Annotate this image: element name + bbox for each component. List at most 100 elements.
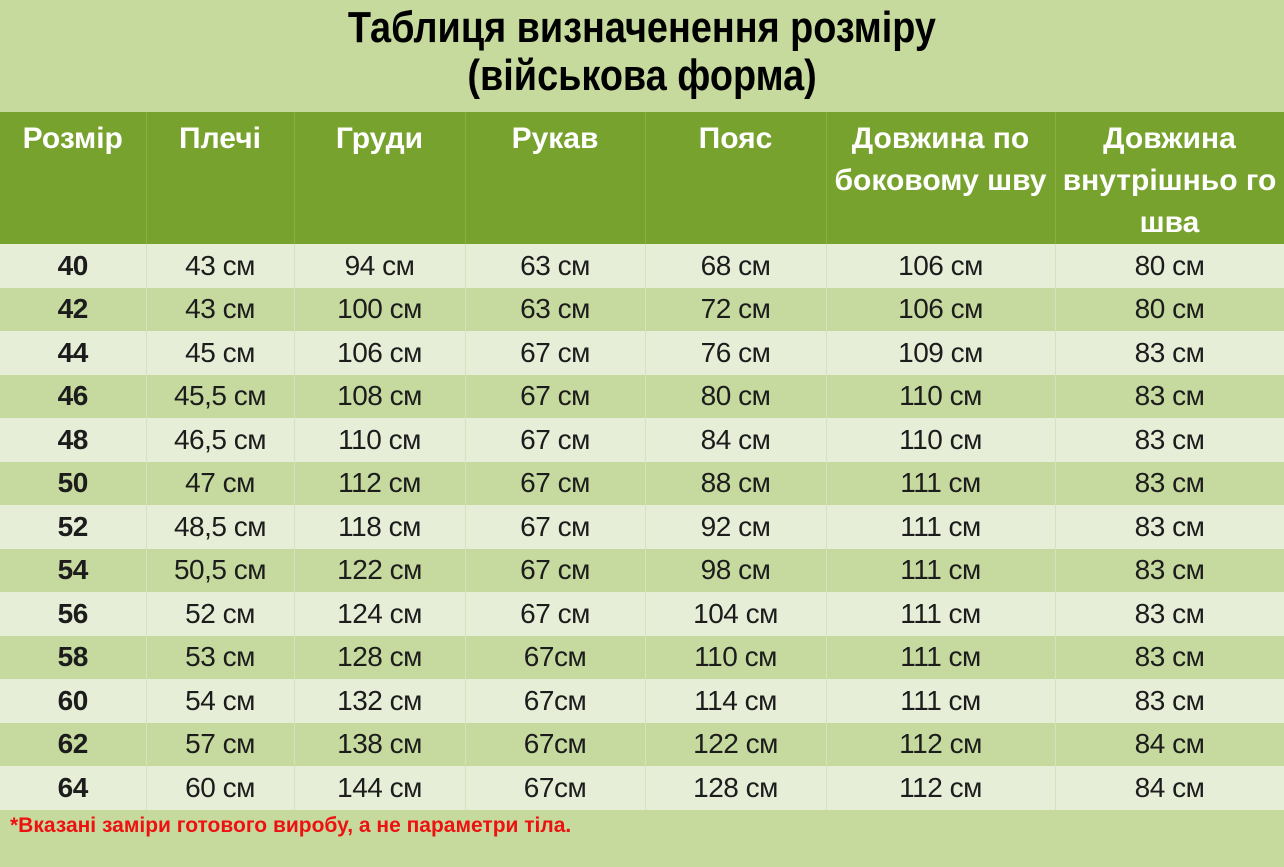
measurement-cell: 111 см <box>826 548 1056 592</box>
measurement-cell: 110 см <box>826 374 1056 418</box>
measurement-cell: 83 см <box>1055 331 1284 375</box>
measurement-cell: 80 см <box>1055 244 1284 288</box>
table-row: 40 43 см 94 см 63 см 68 см 106 см 80 см <box>0 244 1284 288</box>
measurement-cell: 106 см <box>826 244 1056 288</box>
size-cell: 44 <box>0 331 147 375</box>
table-row: 50 47 см 112 см 67 см 88 см 111 см 83 см <box>0 461 1284 505</box>
measurement-cell: 57 см <box>146 722 295 766</box>
size-cell: 64 <box>0 766 147 810</box>
measurement-cell: 76 см <box>645 331 827 375</box>
measurement-cell: 60 см <box>146 766 295 810</box>
measurement-cell: 46,5 см <box>146 418 295 462</box>
measurement-cell: 138 см <box>294 722 466 766</box>
measurement-cell: 128 см <box>645 766 827 810</box>
measurement-cell: 84 см <box>1055 722 1284 766</box>
title-line-1: Таблиця визначенення розміру <box>347 3 937 52</box>
measurement-cell: 67 см <box>465 331 646 375</box>
measurement-cell: 83 см <box>1055 548 1284 592</box>
measurement-cell: 88 см <box>645 461 827 505</box>
measurement-cell: 111 см <box>826 505 1056 549</box>
size-cell: 56 <box>0 592 147 636</box>
measurement-cell: 80 см <box>1055 287 1284 331</box>
measurement-cell: 47 см <box>146 461 295 505</box>
measurement-cell: 128 см <box>294 635 466 679</box>
measurement-cell: 67см <box>465 766 646 810</box>
table-row: 56 52 см 124 см 67 см 104 см 111 см 83 см <box>0 592 1284 636</box>
table-row: 60 54 см 132 см 67см 114 см 111 см 83 см <box>0 679 1284 723</box>
measurement-cell: 67 см <box>465 505 646 549</box>
measurement-cell: 45 см <box>146 331 295 375</box>
measurement-cell: 84 см <box>645 418 827 462</box>
size-cell: 46 <box>0 374 147 418</box>
measurement-cell: 52 см <box>146 592 295 636</box>
measurement-cell: 114 см <box>645 679 827 723</box>
measurement-cell: 67 см <box>465 548 646 592</box>
column-header: Плечі <box>146 112 295 244</box>
measurement-cell: 67 см <box>465 461 646 505</box>
measurement-cell: 100 см <box>294 287 466 331</box>
measurement-cell: 110 см <box>294 418 466 462</box>
measurement-cell: 84 см <box>1055 766 1284 810</box>
measurement-cell: 132 см <box>294 679 466 723</box>
measurement-cell: 83 см <box>1055 374 1284 418</box>
measurement-cell: 83 см <box>1055 635 1284 679</box>
measurement-cell: 80 см <box>645 374 827 418</box>
measurement-cell: 67 см <box>465 592 646 636</box>
measurement-cell: 43 см <box>146 244 295 288</box>
measurement-cell: 67см <box>465 635 646 679</box>
column-header: Довжина по боковому шву <box>826 112 1056 244</box>
measurement-cell: 50,5 см <box>146 548 295 592</box>
measurement-cell: 67 см <box>465 374 646 418</box>
table-row: 54 50,5 см 122 см 67 см 98 см 111 см 83 см <box>0 548 1284 592</box>
table-row: 62 57 см 138 см 67см 122 см 112 см 84 см <box>0 722 1284 766</box>
table-row: 64 60 см 144 см 67см 128 см 112 см 84 см <box>0 766 1284 810</box>
measurement-cell: 111 см <box>826 635 1056 679</box>
column-header: Довжина внутрішньо го шва <box>1055 112 1284 244</box>
measurement-note: *Вказані заміри готового виробу, а не па… <box>10 814 572 837</box>
measurement-cell: 67 см <box>465 418 646 462</box>
measurement-cell: 83 см <box>1055 461 1284 505</box>
measurement-cell: 110 см <box>826 418 1056 462</box>
measurement-cell: 106 см <box>826 287 1056 331</box>
measurement-cell: 83 см <box>1055 592 1284 636</box>
column-header: Розмір <box>0 112 147 244</box>
measurement-cell: 122 см <box>645 722 827 766</box>
size-table: Розмір Плечі Груди Рукав Пояс Довжина по боко… <box>0 112 1284 810</box>
measurement-cell: 98 см <box>645 548 827 592</box>
measurement-cell: 67см <box>465 722 646 766</box>
measurement-cell: 45,5 см <box>146 374 295 418</box>
size-cell: 48 <box>0 418 147 462</box>
measurement-cell: 83 см <box>1055 505 1284 549</box>
measurement-cell: 111 см <box>826 592 1056 636</box>
measurement-cell: 68 см <box>645 244 827 288</box>
table-row: 44 45 см 106 см 67 см 76 см 109 см 83 см <box>0 331 1284 375</box>
measurement-cell: 144 см <box>294 766 466 810</box>
measurement-cell: 53 см <box>146 635 295 679</box>
measurement-cell: 63 см <box>465 287 646 331</box>
measurement-cell: 112 см <box>826 722 1056 766</box>
size-cell: 40 <box>0 244 147 288</box>
title-line-2: (військова форма) <box>467 51 817 100</box>
table-row: 48 46,5 см 110 см 67 см 84 см 110 см 83 см <box>0 418 1284 462</box>
measurement-cell: 122 см <box>294 548 466 592</box>
measurement-cell: 63 см <box>465 244 646 288</box>
table-row: 58 53 см 128 см 67см 110 см 111 см 83 см <box>0 635 1284 679</box>
measurement-cell: 43 см <box>146 287 295 331</box>
measurement-cell: 108 см <box>294 374 466 418</box>
table-row: 42 43 см 100 см 63 см 72 см 106 см 80 см <box>0 287 1284 331</box>
size-cell: 50 <box>0 461 147 505</box>
measurement-cell: 112 см <box>826 766 1056 810</box>
measurement-cell: 106 см <box>294 331 466 375</box>
measurement-cell: 83 см <box>1055 679 1284 723</box>
page-title: Таблиця визначенення розміру (військова … <box>0 4 1284 100</box>
table-row: 46 45,5 см 108 см 67 см 80 см 110 см 83 см <box>0 374 1284 418</box>
measurement-cell: 67см <box>465 679 646 723</box>
measurement-cell: 111 см <box>826 461 1056 505</box>
size-cell: 58 <box>0 635 147 679</box>
measurement-cell: 124 см <box>294 592 466 636</box>
measurement-cell: 104 см <box>645 592 827 636</box>
size-cell: 60 <box>0 679 147 723</box>
measurement-cell: 54 см <box>146 679 295 723</box>
size-cell: 52 <box>0 505 147 549</box>
table-row: 52 48,5 см 118 см 67 см 92 см 111 см 83 см <box>0 505 1284 549</box>
